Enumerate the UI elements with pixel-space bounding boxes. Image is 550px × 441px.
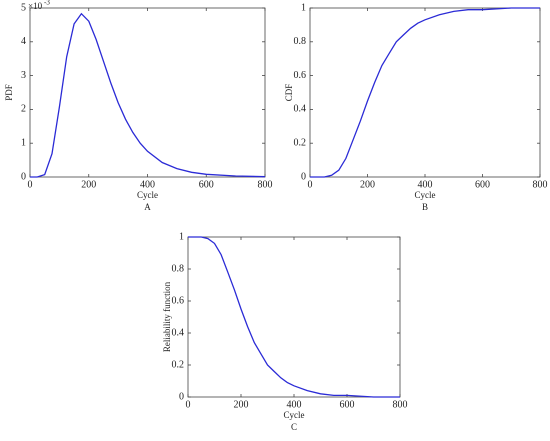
y-tick-label: 0.6 bbox=[172, 295, 185, 306]
y-tick-label: 5 bbox=[21, 2, 26, 13]
caption: A bbox=[144, 202, 151, 212]
x-axis-label: Cycle bbox=[415, 190, 436, 200]
y-tick-label: 0.8 bbox=[294, 36, 307, 47]
y-tick-label: 0.2 bbox=[294, 137, 307, 148]
curve bbox=[30, 12, 266, 178]
y-tick-label: 1 bbox=[21, 137, 26, 148]
plot-frame bbox=[29, 7, 266, 178]
x-tick-label: 600 bbox=[475, 179, 490, 190]
y-axis-label: CDF bbox=[284, 84, 294, 102]
x-tick-label: 0 bbox=[28, 179, 33, 190]
y-tick-label: 1 bbox=[179, 231, 184, 242]
y-multiplier-exponent: -3 bbox=[44, 0, 50, 7]
y-tick-label: 1 bbox=[301, 2, 306, 13]
y-tick-label: 4 bbox=[21, 36, 26, 47]
y-tick-label: 0 bbox=[301, 171, 306, 182]
curve bbox=[310, 7, 540, 178]
y-axis-label: Reliability function bbox=[162, 281, 172, 352]
x-tick-label: 600 bbox=[340, 399, 355, 410]
y-axis-label: PDF bbox=[4, 84, 14, 101]
caption: B bbox=[422, 202, 428, 212]
y-tick-label: 0.4 bbox=[172, 327, 185, 338]
y-tick-label: 3 bbox=[21, 70, 26, 81]
x-tick-label: 400 bbox=[287, 399, 302, 410]
x-tick-label: 600 bbox=[199, 179, 214, 190]
x-tick-label: 200 bbox=[360, 179, 375, 190]
y-tick-label: 0.4 bbox=[294, 104, 307, 115]
y-tick-label: 0.6 bbox=[294, 70, 307, 81]
x-axis-label: Cycle bbox=[137, 190, 158, 200]
plot-frame bbox=[187, 236, 401, 398]
y-tick-label: 2 bbox=[21, 104, 26, 115]
x-tick-label: 800 bbox=[533, 179, 548, 190]
y-tick-label: 0 bbox=[179, 391, 184, 402]
y-multiplier: ×10 bbox=[28, 1, 43, 11]
x-tick-label: 0 bbox=[308, 179, 313, 190]
x-axis-label: Cycle bbox=[284, 410, 305, 420]
y-tick-label: 0 bbox=[21, 171, 26, 182]
x-tick-label: 0 bbox=[186, 399, 191, 410]
plot-frame bbox=[309, 7, 541, 178]
y-tick-label: 0.8 bbox=[172, 263, 185, 274]
caption: C bbox=[291, 422, 297, 432]
x-tick-label: 200 bbox=[234, 399, 249, 410]
x-tick-label: 200 bbox=[81, 179, 96, 190]
y-tick-label: 0.2 bbox=[172, 359, 185, 370]
x-tick-label: 400 bbox=[140, 179, 155, 190]
x-tick-label: 800 bbox=[393, 399, 408, 410]
x-tick-label: 800 bbox=[258, 179, 273, 190]
x-tick-label: 400 bbox=[418, 179, 433, 190]
curve bbox=[188, 236, 400, 398]
